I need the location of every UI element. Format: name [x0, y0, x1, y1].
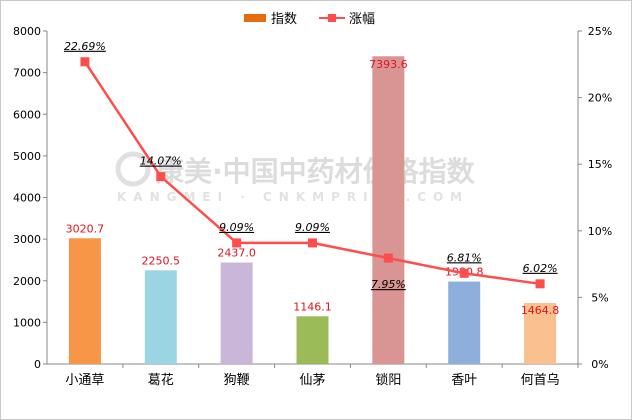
- watermark-subtitle: KANGMEI · CNKMPRICE.COM: [117, 190, 469, 204]
- watermark-title: 康美·中国中药材价格指数: [156, 155, 476, 188]
- y-left-tick-label: 7000: [13, 67, 41, 80]
- change-point: [383, 253, 393, 263]
- y-left-tick-label: 4000: [13, 192, 41, 205]
- bar-value-label: 2437.0: [217, 247, 256, 260]
- y-left-tick-label: 1000: [13, 316, 41, 329]
- y-right-tick-label: 10%: [588, 225, 612, 238]
- x-tick-label: 狗鞭: [224, 373, 250, 388]
- y-left-tick-label: 5000: [13, 150, 41, 163]
- bar: [144, 270, 177, 364]
- x-tick-label: 香叶: [451, 373, 477, 388]
- legend-bar-swatch: [244, 14, 266, 22]
- bar-value-label: 1464.8: [521, 304, 560, 317]
- change-point: [156, 172, 166, 182]
- change-value-label: 9.09%: [295, 221, 330, 234]
- change-value-label: 6.81%: [447, 251, 482, 264]
- change-point: [232, 238, 242, 248]
- change-value-label: 7.95%: [371, 278, 406, 291]
- legend-label-change: 涨幅: [349, 12, 375, 27]
- y-right-tick-label: 15%: [588, 158, 612, 171]
- y-left-tick-label: 3000: [13, 233, 41, 246]
- change-point: [535, 279, 545, 289]
- change-value-label: 14.07%: [140, 155, 182, 168]
- change-value-label: 22.69%: [64, 40, 106, 53]
- y-right-tick-label: 25%: [588, 25, 612, 38]
- bar-value-label: 2250.5: [142, 254, 181, 267]
- x-tick-label: 葛花: [148, 372, 174, 388]
- change-point: [459, 268, 469, 278]
- bar-value-label: 1146.1: [293, 300, 332, 313]
- bar: [524, 303, 557, 364]
- y-left-tick-label: 8000: [13, 25, 41, 38]
- x-tick-label: 锁阳: [375, 372, 401, 388]
- bar: [448, 281, 481, 364]
- bar: [220, 262, 253, 364]
- y-left-tick-label: 2000: [13, 275, 41, 288]
- legend-line-marker: [328, 14, 336, 22]
- watermark-logo-icon: [115, 151, 151, 187]
- change-value-label: 6.02%: [523, 262, 558, 275]
- bar: [296, 316, 329, 364]
- change-point: [308, 238, 317, 248]
- legend-label-index: 指数: [271, 12, 297, 27]
- y-right-tick-label: 5%: [591, 291, 608, 304]
- bar: [372, 56, 405, 365]
- y-left-tick-label: 0: [34, 358, 41, 371]
- x-tick-label: 何首乌: [521, 372, 560, 388]
- y-right-tick-label: 20%: [588, 92, 612, 105]
- y-right-tick-label: 0%: [591, 358, 608, 371]
- x-tick-label: 小通草: [65, 373, 104, 388]
- change-value-label: 9.09%: [219, 221, 254, 234]
- x-tick-label: 仙茅: [299, 373, 325, 388]
- change-point: [80, 57, 90, 67]
- bar-value-label: 7393.6: [369, 58, 408, 71]
- legend: 指数 涨幅: [244, 12, 375, 27]
- y-left-tick-label: 6000: [13, 108, 41, 121]
- bar-value-label: 3020.7: [66, 222, 105, 235]
- bar: [68, 238, 101, 364]
